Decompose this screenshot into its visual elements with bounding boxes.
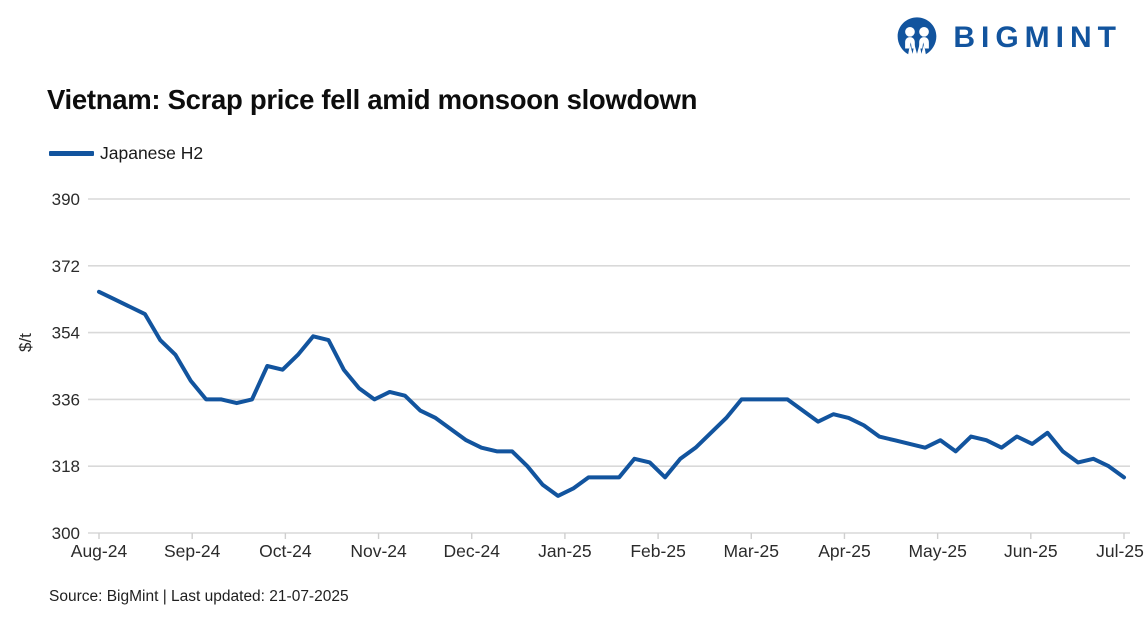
- x-axis-tick-label: Dec-24: [444, 541, 501, 561]
- x-axis-tick-label: Jul-25: [1096, 541, 1144, 561]
- page-title: Vietnam: Scrap price fell amid monsoon s…: [47, 84, 698, 115]
- two-people-circle-icon: [897, 17, 937, 55]
- x-axis-tick-labels: Aug-24 Sep-24 Oct-24 Nov-24 Dec-24 Jan-25 Feb-…: [71, 541, 1144, 561]
- x-axis-tick-marks: [98, 533, 1125, 539]
- x-axis-tick-label: Apr-25: [818, 541, 871, 561]
- x-axis-tick-label: Oct-24: [259, 541, 312, 561]
- brand-logo: BIGMINT: [895, 16, 1122, 60]
- x-axis-tick-label: Aug-24: [71, 541, 128, 561]
- x-axis-tick-label: Nov-24: [350, 541, 407, 561]
- brand-name: BIGMINT: [953, 21, 1122, 54]
- y-axis-tick-labels: 300 318 336 354 372 390: [52, 190, 80, 543]
- source-note: Source: BigMint | Last updated: 21-07-20…: [49, 588, 349, 605]
- x-axis-tick-label: Jun-25: [1004, 541, 1058, 561]
- y-axis-tick-label: 372: [52, 257, 80, 276]
- chart-legend: Japanese H2: [49, 143, 204, 163]
- legend-swatch-japanese-h2: [49, 151, 94, 157]
- y-axis-tick-label: 336: [52, 390, 80, 409]
- y-axis-tick-label: 354: [52, 324, 80, 343]
- x-axis-tick-label: Mar-25: [724, 541, 779, 561]
- data-line-japanese-h2: [97, 289, 1126, 498]
- gridlines: [88, 198, 1130, 534]
- y-axis-tick-label: 390: [52, 190, 80, 209]
- y-axis-tick-label: 318: [52, 457, 80, 476]
- x-axis-tick-label: May-25: [908, 541, 966, 561]
- legend-label-japanese-h2: Japanese H2: [100, 143, 204, 163]
- y-axis-tick-label: 300: [52, 524, 80, 543]
- x-axis-tick-label: Sep-24: [164, 541, 221, 561]
- x-axis-tick-label: Jan-25: [538, 541, 592, 561]
- x-axis-tick-label: Feb-25: [630, 541, 685, 561]
